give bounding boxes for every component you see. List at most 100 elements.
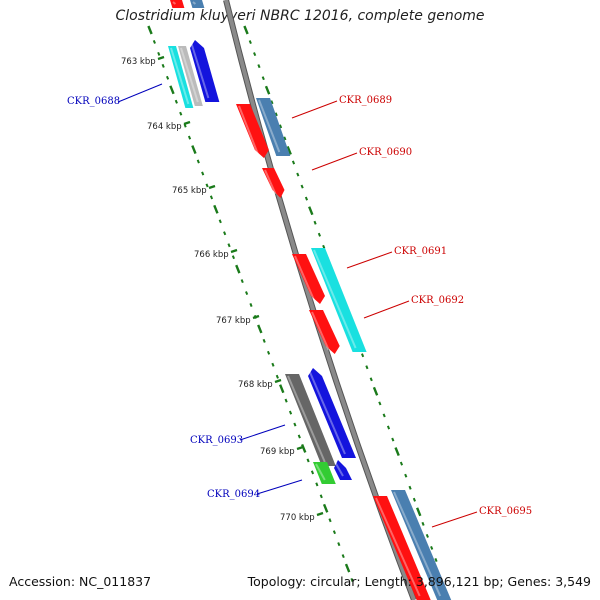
outer-scale-tick xyxy=(408,485,412,490)
outer-scale-tick xyxy=(274,112,278,117)
outer-scale-tick xyxy=(253,52,257,57)
outer-scale-tick xyxy=(412,497,416,502)
gene-label-leader xyxy=(117,83,163,103)
scale-tick-major xyxy=(230,248,238,254)
inner-scale-tick xyxy=(332,530,337,535)
outer-scale-tick xyxy=(248,40,252,45)
inner-scale-tick xyxy=(297,434,301,439)
inner-scale-tick xyxy=(310,470,315,475)
inner-scale-tick xyxy=(284,398,288,403)
inner-scale-tick xyxy=(344,563,351,573)
outer-scale-tick xyxy=(278,124,283,129)
gene-block-0690-red-shine xyxy=(264,169,277,195)
gene-block-0692-red-shine xyxy=(311,311,330,351)
inner-scale-tick xyxy=(275,374,279,379)
gene-block-0691-red-shine xyxy=(294,255,315,301)
gene-label: CKR_0691 xyxy=(394,246,447,257)
outer-scale-tick xyxy=(416,507,422,517)
inner-scale-tick xyxy=(279,384,285,394)
genome-summary: Topology: circular; Length: 3,896,121 bp… xyxy=(247,574,591,589)
gene-block-0688-silver xyxy=(178,46,203,106)
outer-scale-tick xyxy=(378,401,382,406)
gene-block-0688-cyan-shine xyxy=(170,47,190,105)
gene-block-0688-cyan xyxy=(168,46,194,108)
gene-block-0693-gray-shine xyxy=(287,375,326,463)
outer-scale-tick xyxy=(434,558,438,562)
gene-block-0688-silver-shine xyxy=(180,47,199,103)
inner-scale-tick xyxy=(205,183,209,188)
gene-block-0689-blue-shine xyxy=(258,99,281,153)
outer-scale-tick xyxy=(322,244,326,249)
inner-scale-tick xyxy=(266,350,271,355)
outer-scale-tick xyxy=(283,136,287,141)
gene-block-0694-blue-shine xyxy=(334,461,344,477)
inner-scale-tick xyxy=(231,255,236,260)
inner-scale-tick xyxy=(245,291,249,296)
gene-block-0688-blue-shine xyxy=(190,41,210,99)
inner-scale-tick xyxy=(218,219,222,224)
inner-scale-tick xyxy=(235,264,241,274)
gene-label: CKR_0694 xyxy=(207,489,260,500)
scale-label: 768 kbp xyxy=(238,380,273,390)
gene-block-0694-green xyxy=(313,462,336,484)
inner-scale-tick xyxy=(174,99,178,104)
inner-scale-tick xyxy=(179,111,183,116)
scale-tick-major xyxy=(208,184,216,190)
gene-block-0695-blue-shine xyxy=(393,491,442,597)
outer-scale-tick xyxy=(317,232,321,237)
outer-scale-tick xyxy=(430,545,434,550)
inner-scale-tick xyxy=(350,578,354,582)
scale-label: 763 kbp xyxy=(121,57,156,67)
scale-label: 770 kbp xyxy=(280,513,315,523)
inner-scale-tick xyxy=(300,444,307,453)
outer-scale-tick xyxy=(369,377,373,382)
inner-scale-tick xyxy=(161,63,165,68)
inner-scale-tick xyxy=(165,75,170,80)
outer-scale-tick xyxy=(421,521,425,526)
inner-scale-tick xyxy=(271,362,275,367)
gene-label-leader xyxy=(311,152,358,171)
outer-scale-tick xyxy=(394,447,400,457)
gene-block-top-red-shine xyxy=(172,1,177,5)
inner-scale-tick xyxy=(322,503,329,513)
scale-tick-major xyxy=(316,511,324,517)
gene-block-0692-cyan-shine xyxy=(313,249,357,349)
scale-label: 767 kbp xyxy=(216,316,251,326)
gene-label: CKR_0693 xyxy=(190,435,243,446)
gene-label-leader xyxy=(346,251,393,269)
outer-scale-tick xyxy=(304,196,309,201)
gene-block-0695-red-shine xyxy=(375,497,421,597)
gene-label-leader xyxy=(431,511,478,528)
outer-scale-tick xyxy=(257,64,261,69)
gene-block-0689-red xyxy=(236,104,269,158)
gene-block-top-blue-shine xyxy=(192,1,197,5)
gene-block-0695-red xyxy=(373,496,431,600)
inner-scale-tick xyxy=(315,482,319,487)
accession-text: Accession: NC_011837 xyxy=(9,574,152,589)
outer-scale-tick xyxy=(404,473,408,478)
scale-label: 766 kbp xyxy=(194,250,229,260)
inner-scale-tick xyxy=(191,145,197,155)
inner-scale-tick xyxy=(257,324,263,334)
inner-scale-tick xyxy=(201,171,205,176)
inner-scale-tick xyxy=(209,195,214,200)
outer-scale-tick xyxy=(264,85,271,95)
gene-block-0694-green-shine xyxy=(315,463,326,481)
gene-block-top-red xyxy=(170,0,185,8)
outer-scale-tick xyxy=(386,425,391,430)
outer-scale-tick xyxy=(308,206,314,216)
inner-scale-tick xyxy=(152,39,156,44)
inner-scale-tick xyxy=(319,494,323,499)
gene-block-0693-blue-shine xyxy=(308,369,346,455)
gene-label-leader xyxy=(363,300,410,319)
inner-scale-tick xyxy=(262,338,266,343)
scale-tick-major xyxy=(252,314,260,320)
outer-scale-tick xyxy=(425,533,429,538)
inner-scale-tick xyxy=(341,554,345,559)
gene-block-0689-blue xyxy=(256,98,291,156)
inner-scale-tick xyxy=(306,458,310,463)
gene-label-leader xyxy=(291,100,338,119)
inner-scale-tick xyxy=(196,159,200,164)
outer-scale-tick xyxy=(391,437,395,442)
scale-tick-major xyxy=(274,378,282,384)
